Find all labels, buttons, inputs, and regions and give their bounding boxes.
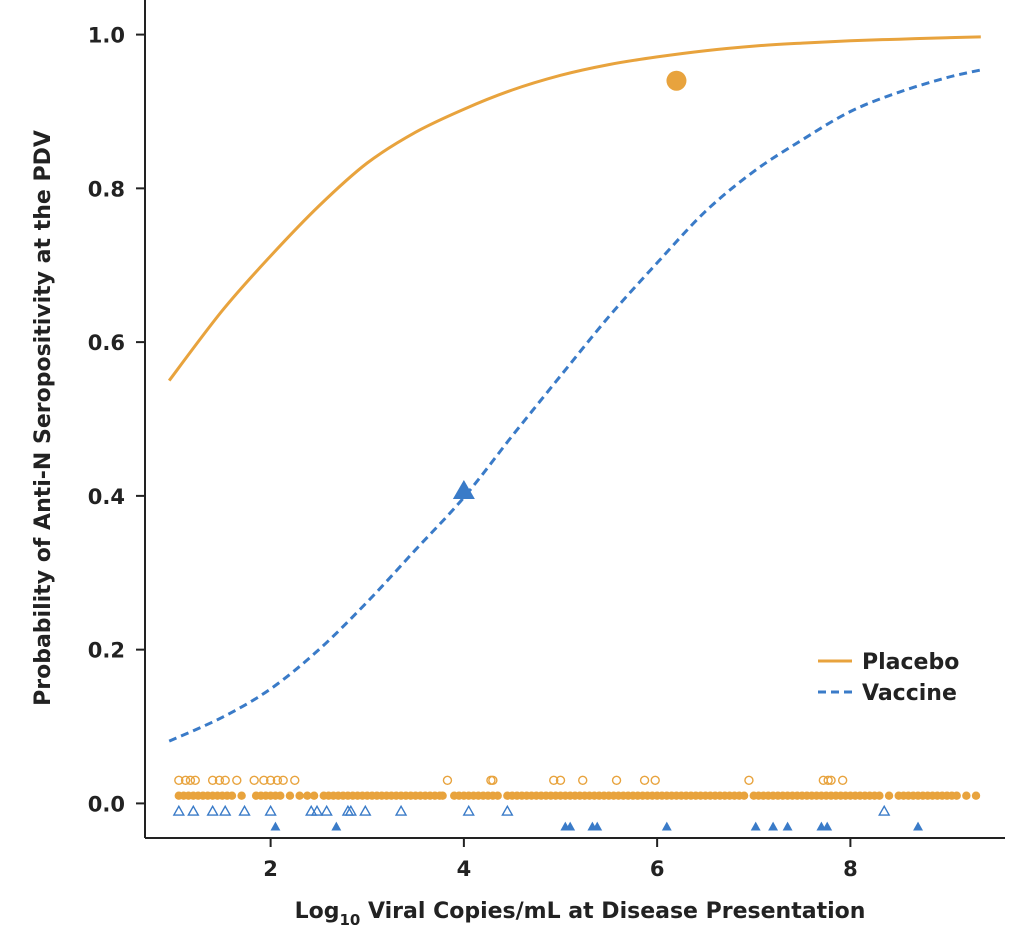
plot-area xyxy=(144,0,1005,839)
x-axis-label-prefix: Log xyxy=(295,899,340,924)
vaccine-negative-marker xyxy=(501,804,514,816)
vaccine-negative-marker xyxy=(187,804,200,816)
x-tick-label: 8 xyxy=(843,857,858,881)
series-line-vaccine xyxy=(168,68,982,743)
vaccine-negative-marker xyxy=(206,804,219,816)
placebo-positive-marker xyxy=(578,775,588,786)
legend: Placebo Vaccine xyxy=(818,650,959,706)
x-axis-label: Log10 Viral Copies/mL at Disease Present… xyxy=(295,899,866,929)
vaccine-negative-marker xyxy=(305,804,318,816)
y-tick-label: 0.0 xyxy=(88,792,125,816)
vaccine-negative-marker xyxy=(394,804,408,816)
placebo-negative-marker xyxy=(438,791,447,800)
placebo-positive-marker xyxy=(190,775,200,786)
estimate-points xyxy=(452,70,687,500)
placebo-negative-marker xyxy=(285,791,295,800)
placebo-negative-marker xyxy=(739,791,749,800)
placebo-positive-marker xyxy=(290,775,300,786)
series-curves xyxy=(168,35,982,743)
placebo-positive-marker xyxy=(442,775,453,786)
x-axis-label-subscript: 10 xyxy=(339,911,360,929)
placebo-negative-marker xyxy=(493,791,502,800)
y-tick-label: 0.2 xyxy=(88,639,125,663)
vaccine-negative-marker xyxy=(320,804,333,816)
placebo-negative-marker xyxy=(227,791,237,800)
placebo-negative-marker xyxy=(971,791,981,800)
y-tick-label: 0.4 xyxy=(88,485,125,509)
placebo-negative-marker xyxy=(875,791,884,800)
placebo-positive-marker xyxy=(278,775,288,786)
y-tick-label: 0.6 xyxy=(88,331,125,355)
vaccine-positive-marker xyxy=(782,821,793,831)
vaccine-positive-marker xyxy=(750,821,761,831)
placebo-positive-marker xyxy=(207,775,218,786)
vaccine-estimate-point xyxy=(452,480,475,500)
observation-markers xyxy=(172,775,981,831)
placebo-positive-marker xyxy=(174,775,184,786)
vaccine-positive-marker xyxy=(768,821,779,831)
placebo-negative-marker xyxy=(276,791,285,800)
placebo-positive-marker xyxy=(272,775,283,786)
y-tick-label: 0.8 xyxy=(88,177,125,201)
vaccine-negative-marker xyxy=(344,804,357,816)
x-axis-label-suffix: Viral Copies/mL at Disease Presentation xyxy=(360,899,865,924)
placebo-estimate-point xyxy=(666,70,687,91)
x-tick-label: 2 xyxy=(263,857,278,881)
vaccine-negative-marker xyxy=(310,804,324,816)
placebo-negative-marker xyxy=(962,791,971,800)
placebo-positive-marker xyxy=(611,775,622,786)
series-line-placebo xyxy=(168,35,981,382)
vaccine-negative-marker xyxy=(359,804,372,816)
placebo-negative-marker xyxy=(237,791,246,800)
placebo-negative-marker xyxy=(295,791,304,800)
vaccine-negative-marker xyxy=(172,804,185,816)
placebo-positive-marker xyxy=(249,775,259,786)
vaccine-positive-marker xyxy=(661,821,672,831)
vaccine-positive-marker xyxy=(331,821,342,831)
x-tick-label: 6 xyxy=(650,857,665,881)
vaccine-positive-marker xyxy=(270,821,281,831)
vaccine-positive-marker xyxy=(565,821,576,831)
placebo-positive-marker xyxy=(650,775,660,786)
placebo-positive-marker xyxy=(488,775,498,786)
vaccine-negative-marker xyxy=(264,804,277,816)
vaccine-positive-marker xyxy=(592,821,603,831)
y-axis-label: Probability of Anti-N Seropositivity at … xyxy=(31,130,56,706)
x-tick-label: 4 xyxy=(457,857,472,881)
placebo-positive-marker xyxy=(232,775,242,786)
placebo-positive-marker xyxy=(823,775,833,786)
placebo-positive-marker xyxy=(220,775,230,786)
legend-label-placebo: Placebo xyxy=(862,650,959,675)
placebo-positive-marker xyxy=(180,775,191,786)
axis-ticks: 2 4 6 8 0.0 0.2 0.4 0.6 0.8 1.0 xyxy=(88,24,858,881)
placebo-negative-marker xyxy=(309,791,319,800)
placebo-positive-marker xyxy=(826,775,836,786)
placebo-positive-marker xyxy=(259,775,269,786)
placebo-positive-marker xyxy=(265,775,276,786)
vaccine-positive-marker xyxy=(913,821,923,831)
vaccine-positive-marker xyxy=(822,821,833,831)
placebo-positive-marker xyxy=(549,775,559,786)
vaccine-negative-marker xyxy=(219,804,232,816)
placebo-positive-marker xyxy=(185,775,196,786)
placebo-positive-marker xyxy=(837,775,848,786)
placebo-positive-marker xyxy=(214,775,225,786)
placebo-negative-marker xyxy=(952,791,961,800)
vaccine-negative-marker xyxy=(238,804,251,816)
vaccine-negative-marker xyxy=(878,804,891,816)
placebo-positive-marker xyxy=(555,775,566,786)
vaccine-negative-marker xyxy=(462,804,475,816)
placebo-positive-marker xyxy=(744,775,754,786)
placebo-positive-marker xyxy=(639,775,650,786)
placebo-negative-marker xyxy=(303,791,312,800)
legend-label-vaccine: Vaccine xyxy=(862,681,957,706)
y-tick-label: 1.0 xyxy=(88,24,125,48)
placebo-negative-marker xyxy=(884,791,894,800)
